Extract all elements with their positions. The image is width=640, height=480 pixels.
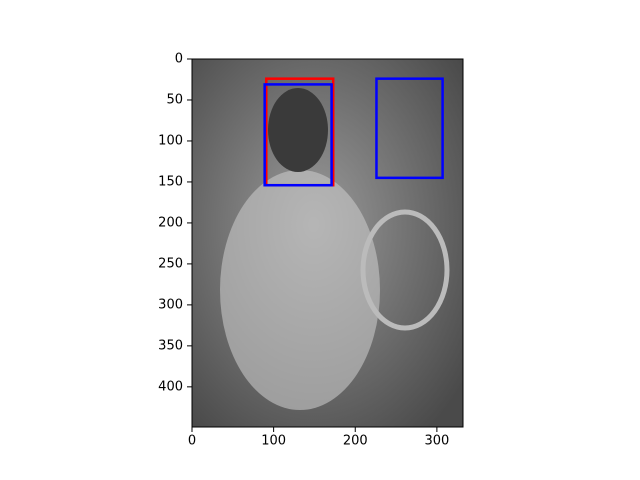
y-tick-label: 350 bbox=[158, 338, 183, 353]
x-tick-label: 200 bbox=[343, 434, 368, 449]
photo-figure bbox=[220, 170, 380, 410]
photo-racket bbox=[360, 209, 450, 331]
y-tick-label: 0 bbox=[175, 52, 183, 67]
axes-frame bbox=[191, 58, 464, 428]
y-tick-label: 50 bbox=[166, 92, 183, 107]
y-tick-label: 300 bbox=[158, 297, 183, 312]
x-tick-label: 100 bbox=[261, 434, 286, 449]
y-tick-label: 100 bbox=[158, 133, 183, 148]
bounding-box bbox=[263, 83, 333, 187]
y-tick-label: 250 bbox=[158, 256, 183, 271]
photo bbox=[192, 59, 463, 427]
y-tick-label: 400 bbox=[158, 379, 183, 394]
bounding-box bbox=[375, 77, 444, 180]
y-tick-label: 200 bbox=[158, 215, 183, 230]
x-tick-label: 0 bbox=[188, 434, 196, 449]
x-tick-label: 300 bbox=[424, 434, 449, 449]
photo-face bbox=[268, 88, 328, 172]
y-tick-label: 150 bbox=[158, 174, 183, 189]
